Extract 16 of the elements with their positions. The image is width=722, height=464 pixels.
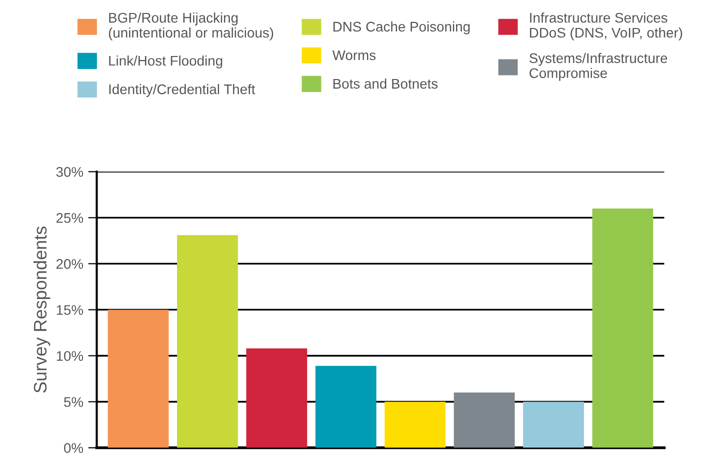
y-tick-label: 5% xyxy=(64,397,84,407)
legend-label: Systems/Infrastructure Compromise xyxy=(529,52,668,81)
legend-label: DNS Cache Poisoning xyxy=(333,21,470,34)
legend-label: Identity/Credential Theft xyxy=(109,84,256,97)
y-tick-label: 15% xyxy=(56,305,84,315)
legend-label: Bots and Botnets xyxy=(333,78,438,89)
y-tick-label: 25% xyxy=(56,213,84,223)
y-tick-label: 20% xyxy=(56,259,84,269)
y-tick-label: 30% xyxy=(56,167,84,177)
y-axis-title: Survey Respondents xyxy=(33,226,50,393)
y-tick-label: 10% xyxy=(56,351,84,361)
legend-label: Link/Host Flooding xyxy=(109,55,222,68)
y-tick-label: 0% xyxy=(64,443,84,453)
legend-label: BGP/Route Hijacking (unintentional or malicious) xyxy=(108,12,274,40)
legend-label: Infrastructure Services DDoS (DNS, VoIP, other) xyxy=(530,12,682,40)
legend-label: Worms xyxy=(332,50,376,60)
